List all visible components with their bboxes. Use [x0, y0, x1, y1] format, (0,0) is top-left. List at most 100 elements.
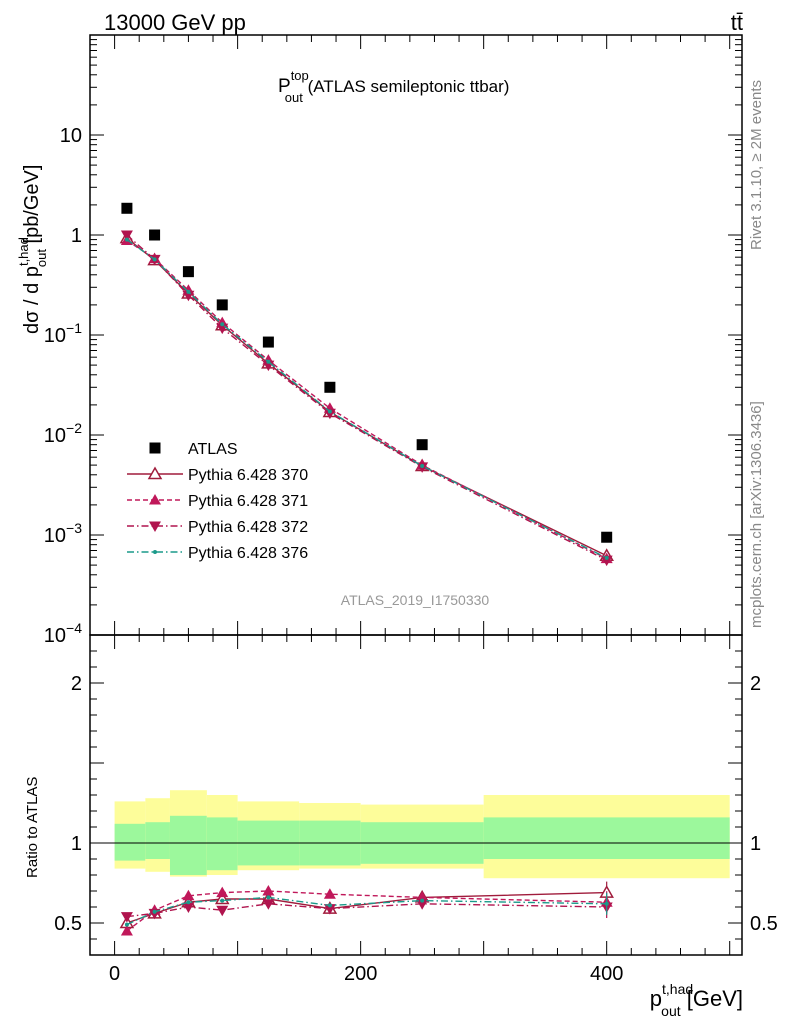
- main-series-line: [126, 234, 607, 561]
- ratio-y-tick-label-right: 2: [750, 673, 761, 695]
- marker-triangle-up: [216, 886, 229, 898]
- marker-triangle-down: [182, 902, 195, 913]
- analysis-id-watermark: ATLAS_2019_I1750330: [341, 592, 490, 608]
- main-y-tick-label: 10−4: [44, 620, 82, 647]
- legend-entry-3: Pythia 6.428 372: [127, 519, 308, 536]
- header-process-label: tt̄: [731, 10, 743, 35]
- title-subscript: out: [285, 90, 303, 105]
- ratio-y-tick-label-left: 1: [71, 833, 82, 855]
- legend-label: ATLAS: [188, 441, 238, 458]
- marker-dot: [604, 555, 609, 560]
- ylabel-superscript: t,had: [16, 237, 31, 266]
- title-superscript: top: [291, 68, 309, 83]
- ratio-series-line: [126, 890, 607, 932]
- marker-dot: [420, 463, 425, 468]
- marker-dot: [153, 550, 157, 554]
- marker-triangle-down: [216, 905, 229, 917]
- marker-triangle-open: [147, 466, 163, 480]
- stat-uncertainty-band: [206, 817, 238, 871]
- marker-square: [416, 439, 428, 451]
- x-tick-label: 400: [590, 963, 623, 985]
- marker-dot: [186, 289, 191, 294]
- marker-triangle-down: [600, 555, 613, 567]
- marker-dot: [124, 922, 129, 927]
- marker-triangle-up: [323, 888, 336, 899]
- marker-triangle-down: [323, 408, 336, 420]
- ratio-y-tick-label-left: 2: [71, 673, 82, 695]
- main-y-tick-label: 10−2: [44, 420, 82, 447]
- x-tick-label: 200: [344, 963, 377, 985]
- marker-dot: [152, 257, 157, 262]
- ratio-series-3: [124, 892, 609, 927]
- marker-triangle-down: [120, 912, 133, 923]
- legend-entry-1: Pythia 6.428 370: [127, 466, 308, 484]
- marker-dot: [604, 901, 609, 906]
- x-tick-label: 0: [109, 963, 120, 985]
- marker-triangle-up: [262, 885, 275, 896]
- tick-label-base: 10: [44, 625, 66, 647]
- marker-triangle-down: [120, 230, 133, 241]
- marker-triangle-up: [182, 889, 195, 901]
- ylabel-pre: dσ / d p: [21, 266, 43, 334]
- marker-triangle-down: [182, 290, 195, 302]
- legend-label: Pythia 6.428 371: [188, 493, 308, 510]
- main-y-axis-label: dσ / d pt,had out [pb/GeV]: [16, 165, 49, 334]
- rivet-version-label: Rivet 3.1.10, ≥ 2M events: [748, 80, 765, 250]
- main-series-0: [121, 202, 613, 543]
- marker-dot: [220, 898, 225, 903]
- marker-triangle-down: [149, 521, 161, 532]
- ratio-y-tick-label-left: 0.5: [54, 913, 82, 935]
- xlabel-superscript: t,had: [662, 981, 693, 997]
- ratio-series-2: [120, 896, 613, 923]
- marker-dot: [266, 359, 271, 364]
- marker-square: [182, 266, 194, 278]
- marker-triangle-down: [416, 899, 429, 910]
- marker-dot: [220, 322, 225, 327]
- ratio-y-tick-label-right: 1: [750, 833, 761, 855]
- xlabel-post: [GeV]: [681, 986, 743, 1011]
- tick-label-exponent: −2: [66, 420, 82, 436]
- marker-square: [149, 442, 161, 454]
- marker-dot: [152, 909, 157, 914]
- xlabel-subscript: out: [661, 1003, 681, 1019]
- ylabel-post: [pb/GeV]: [21, 165, 43, 250]
- header-energy-label: 13000 GeV pp: [104, 10, 246, 35]
- tick-label-exponent: −3: [66, 520, 82, 536]
- marker-square: [601, 531, 613, 543]
- marker-triangle-up: [120, 925, 133, 936]
- marker-dot: [124, 237, 129, 242]
- tick-label-base: 10: [44, 525, 66, 547]
- plot-data-layer: [119, 202, 614, 936]
- marker-dot: [327, 903, 332, 908]
- marker-square: [121, 202, 133, 214]
- ratio-uncertainty-bands: [90, 790, 742, 879]
- legend-entry-4: Pythia 6.428 376: [127, 545, 308, 562]
- marker-square: [149, 229, 161, 241]
- marker-square: [262, 336, 274, 348]
- main-series-4: [124, 237, 609, 560]
- marker-triangle-down: [262, 899, 275, 910]
- ratio-series-line: [126, 903, 607, 918]
- ratio-y-tick-label-right: 0.5: [750, 913, 778, 935]
- legend-label: Pythia 6.428 372: [188, 519, 308, 536]
- legend-label: Pythia 6.428 376: [188, 545, 308, 562]
- marker-dot: [266, 895, 271, 900]
- marker-dot: [420, 898, 425, 903]
- stat-uncertainty-band: [114, 823, 146, 861]
- legend-label: Pythia 6.428 370: [188, 467, 308, 484]
- title-main: P: [278, 76, 291, 97]
- ratio-series-line: [126, 896, 607, 926]
- marker-dot: [186, 900, 191, 905]
- x-axis-label: pt,had out [GeV]: [650, 981, 743, 1019]
- stat-uncertainty-band: [169, 815, 207, 875]
- marker-triangle-up: [149, 494, 161, 505]
- legend: ATLAS Pythia 6.428 370 Pythia 6.428 371 Pyt…: [127, 441, 308, 562]
- ylabel-subscript: out: [34, 249, 49, 267]
- tick-label-exponent: −1: [66, 320, 82, 336]
- marker-square: [216, 299, 228, 311]
- plot-title: Ptop out (ATLAS semileptonic ttbar): [278, 68, 509, 105]
- main-y-tick-label: 10: [60, 125, 82, 147]
- xlabel-pre: p: [650, 986, 662, 1011]
- tick-label-base: 10: [44, 425, 66, 447]
